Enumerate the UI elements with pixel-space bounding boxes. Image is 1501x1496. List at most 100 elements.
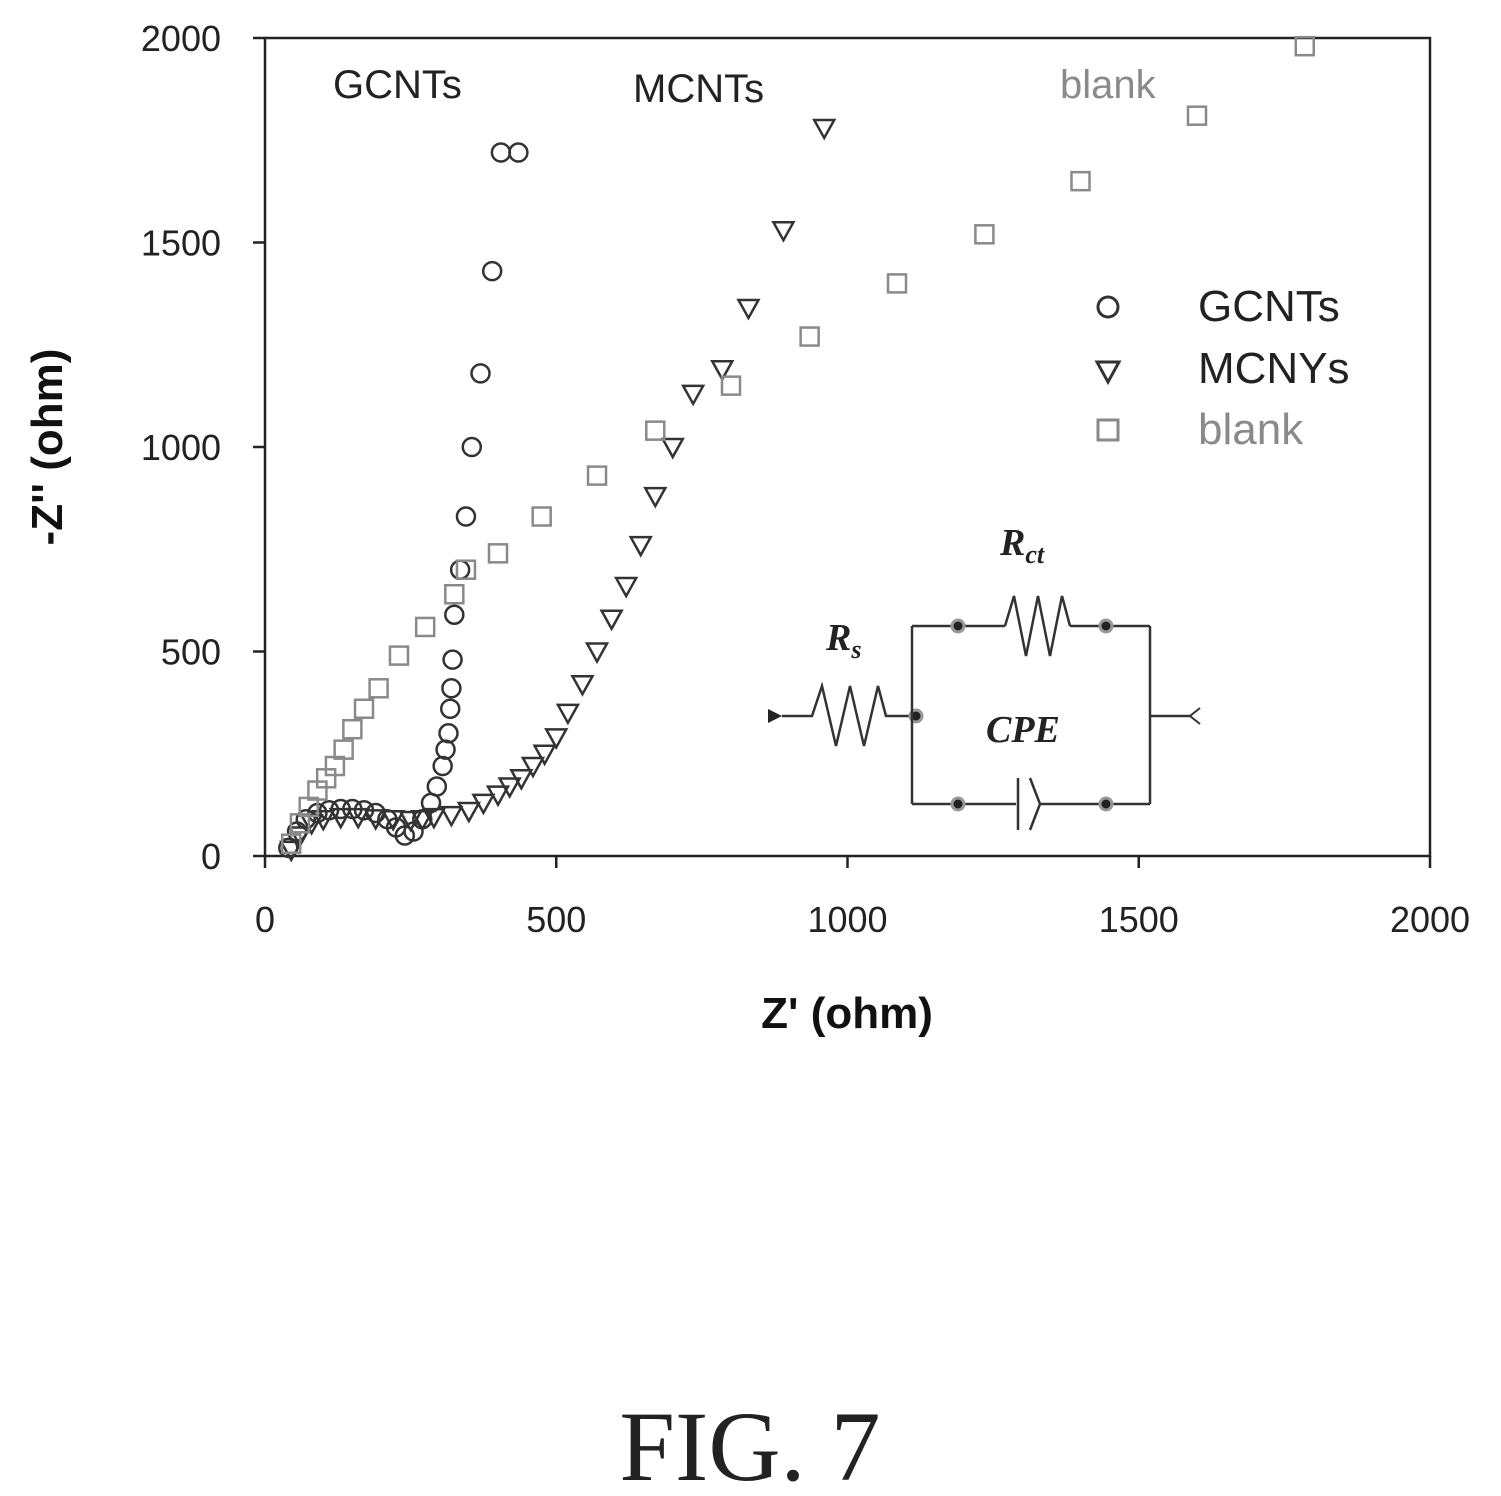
data-point-mcnys [328, 807, 353, 830]
series-mcnys [279, 118, 837, 863]
data-point-blank [799, 326, 820, 347]
rct-node-left [950, 618, 966, 634]
data-point-mcnys [381, 809, 406, 832]
data-point-mcnys [346, 807, 371, 830]
data-point-mcnys [287, 826, 313, 849]
rct-resistor [1003, 595, 1072, 657]
data-point-mcnys [471, 793, 496, 816]
data-point-gcnts [439, 698, 461, 720]
data-point-mcnys [599, 609, 624, 632]
data-point-blank [333, 739, 354, 760]
data-point-blank [455, 559, 477, 580]
data-point-gcnts [442, 649, 463, 670]
cpe-node-left [950, 796, 966, 812]
data-point-gcnts [490, 142, 512, 163]
data-point-mcnys [614, 576, 639, 599]
legend-marker-mcnys [1094, 360, 1122, 386]
data-point-mcnys [570, 674, 595, 697]
data-point-blank [1186, 105, 1208, 126]
data-point-blank [531, 506, 552, 527]
data-point-blank [342, 718, 363, 740]
x-tick-label: 1500 [1099, 899, 1179, 940]
x-tick-label: 2000 [1390, 899, 1470, 940]
rct-label: Rct [999, 522, 1045, 569]
data-point-gcnts [481, 260, 503, 282]
data-point-gcnts [461, 436, 483, 458]
data-point-mcnys [584, 642, 610, 665]
series-blank [280, 35, 1316, 854]
data-point-mcnys [497, 777, 522, 800]
legend-marker-blank [1096, 418, 1120, 442]
plot-area: 0 500 1000 1500 2000 0 500 1000 1500 2000 [141, 18, 1470, 940]
data-point-blank [353, 698, 375, 720]
data-point-blank [886, 273, 908, 294]
data-point-blank [280, 833, 302, 854]
data-point-mcnys [279, 840, 304, 863]
annotation-blank: blank [1060, 63, 1157, 107]
legend: GCNTs MCNYs blank [1094, 282, 1350, 454]
data-point-blank [1070, 170, 1091, 192]
data-point-mcnys [520, 756, 546, 779]
data-point-blank [720, 375, 742, 396]
y-tick-label: 1000 [141, 427, 221, 468]
circuit-input-terminal [768, 709, 782, 723]
data-point-mcnys [681, 384, 706, 407]
data-point-gcnts [432, 755, 453, 777]
data-point-gcnts [444, 604, 465, 625]
x-tick-label: 1000 [807, 899, 887, 940]
legend-marker-gcnts [1096, 295, 1120, 319]
data-point-gcnts [438, 723, 459, 744]
data-point-mcnys [771, 220, 796, 243]
y-tick-label: 0 [201, 836, 221, 877]
cpe-node-right [1098, 796, 1114, 812]
data-point-blank [1294, 35, 1316, 57]
equivalent-circuit-inset: Rs Rct CPE [768, 522, 1201, 831]
data-point-blank [487, 543, 509, 564]
cpe-plate-right [1028, 777, 1042, 831]
data-point-gcnts [435, 739, 456, 760]
x-tick-label: 500 [526, 899, 586, 940]
figure-caption: FIG. 7 [619, 1391, 880, 1496]
series-gcnts [278, 142, 529, 859]
data-point-gcnts [508, 142, 529, 163]
data-point-gcnts [449, 559, 471, 580]
x-axis-ticks: 0 500 1000 1500 2000 [255, 856, 1470, 940]
annotation-gcnts: GCNTs [333, 63, 462, 107]
y-tick-label: 1500 [141, 223, 221, 264]
data-point-gcnts [441, 678, 462, 699]
data-point-mcnys [544, 728, 569, 750]
x-tick-label: 0 [255, 899, 275, 940]
data-point-mcnys [439, 805, 464, 828]
data-point-mcnys [532, 744, 557, 767]
data-point-mcnys [812, 118, 837, 141]
rs-resistor [782, 681, 912, 747]
x-axis-title: Z' (ohm) [761, 989, 933, 1038]
annotation-mcnts: MCNTs [633, 67, 764, 111]
data-point-blank [444, 583, 465, 605]
y-axis-title: -Z'' (ohm) [23, 349, 72, 546]
data-point-mcnys [555, 703, 581, 726]
data-point-mcnys [509, 769, 534, 791]
series-annotations: GCNTs MCNTs blank [333, 63, 1157, 111]
y-axis-ticks: 0 500 1000 1500 2000 [141, 18, 265, 877]
data-point-blank [586, 465, 608, 486]
data-point-mcnys [456, 801, 481, 824]
data-point-gcnts [455, 506, 477, 527]
data-point-mcnys [736, 298, 761, 321]
cpe-label: CPE [986, 709, 1060, 751]
legend-label-blank: blank [1198, 405, 1304, 454]
legend-label-mcnys: MCNYs [1198, 344, 1350, 393]
data-point-mcnys [363, 809, 388, 831]
data-point-mcnys [299, 814, 324, 836]
data-point-mcnys [410, 809, 435, 832]
y-tick-label: 2000 [141, 18, 221, 59]
data-point-blank [414, 616, 436, 638]
data-point-gcnts [470, 363, 491, 384]
circuit-output-terminal [1188, 707, 1201, 725]
data-point-mcnys [421, 807, 447, 830]
rs-label: Rs [825, 617, 861, 664]
data-point-mcnys [398, 810, 423, 833]
series-layer [278, 35, 1316, 863]
rct-node-right [1098, 618, 1114, 634]
